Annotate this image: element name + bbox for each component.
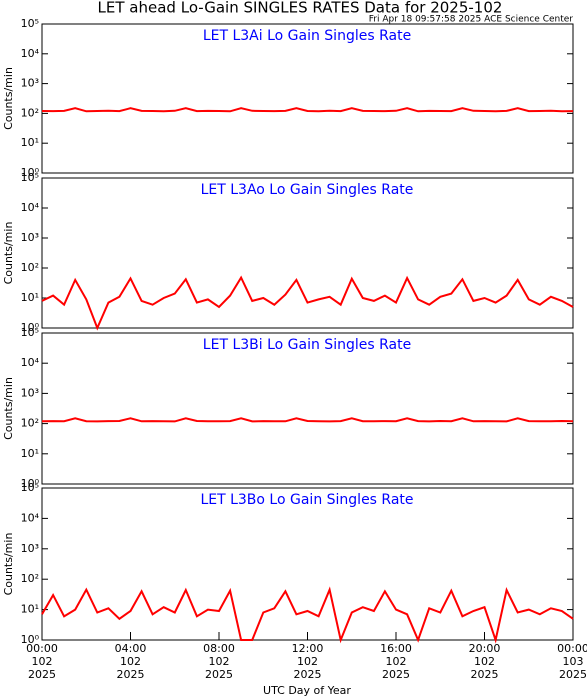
x-tick-label: 12:00	[292, 642, 324, 655]
x-tick-label: 102	[120, 655, 141, 668]
y-tick-label: 10⁵	[21, 171, 39, 184]
y-tick-label: 10³	[21, 77, 39, 90]
x-tick-label: 2025	[559, 668, 587, 681]
x-tick-label: 04:00	[115, 642, 147, 655]
plot-frame	[41, 177, 574, 329]
y-tick-label: 10⁴	[21, 201, 40, 214]
y-tick-label: 10²	[21, 261, 39, 274]
y-tick-label: 10⁰	[21, 633, 40, 646]
x-tick-label: 102	[32, 655, 53, 668]
data-line	[41, 107, 574, 113]
y-tick-label: 10³	[21, 386, 39, 399]
y-axis-label: Counts/min	[2, 222, 15, 285]
y-tick-label: 10⁰	[21, 166, 40, 179]
panel-title: LET L3Ai Lo Gain Singles Rate	[203, 28, 411, 44]
y-tick-label: 10²	[21, 572, 39, 585]
y-tick-label: 10¹	[21, 136, 39, 149]
y-tick-label: 10⁰	[21, 477, 40, 490]
x-tick-label: 102	[386, 655, 407, 668]
y-tick-label: 10⁰	[21, 321, 40, 334]
x-tick-label: 16:00	[380, 642, 412, 655]
subtitle: Fri Apr 18 09:57:58 2025 ACE Science Cen…	[369, 15, 574, 25]
y-tick-label: 10²	[21, 417, 39, 430]
x-tick-label: 102	[209, 655, 230, 668]
x-tick-label: 2025	[117, 668, 145, 681]
y-tick-label: 10¹	[21, 291, 39, 304]
data-line	[41, 586, 574, 644]
x-tick-label: 103	[563, 655, 584, 668]
y-tick-label: 10¹	[21, 603, 39, 616]
x-tick-label: 102	[474, 655, 495, 668]
y-tick-label: 10³	[21, 231, 39, 244]
y-axis-label: Counts/min	[2, 67, 15, 130]
panel-title: LET L3Bo Lo Gain Singles Rate	[200, 492, 413, 508]
y-axis-label: Counts/min	[2, 377, 15, 440]
panel-title: LET L3Bi Lo Gain Singles Rate	[203, 337, 411, 353]
y-tick-label: 10⁴	[21, 47, 40, 60]
y-tick-label: 10²	[21, 106, 39, 119]
y-tick-label: 10¹	[21, 447, 39, 460]
y-axis-label: Counts/min	[2, 533, 15, 596]
y-tick-label: 10⁵	[21, 17, 39, 30]
y-tick-label: 10⁴	[21, 356, 40, 369]
x-tick-label: 2025	[205, 668, 233, 681]
y-tick-label: 10⁴	[21, 511, 40, 524]
x-tick-label: 2025	[294, 668, 322, 681]
x-tick-label: 102	[297, 655, 318, 668]
panel-title: LET L3Ao Lo Gain Singles Rate	[201, 182, 414, 198]
plot-frame	[41, 23, 574, 174]
x-axis-label: UTC Day of Year	[263, 684, 351, 697]
x-tick-label: 2025	[382, 668, 410, 681]
data-line	[41, 275, 574, 331]
data-line	[41, 417, 574, 423]
x-tick-label: 00:00	[557, 642, 587, 655]
y-tick-label: 10³	[21, 542, 39, 555]
y-tick-label: 10⁵	[21, 326, 39, 339]
x-tick-label: 00:00	[26, 642, 58, 655]
x-tick-label: 20:00	[469, 642, 501, 655]
x-tick-label: 08:00	[203, 642, 235, 655]
y-tick-label: 10⁵	[21, 481, 39, 494]
page-title: LET ahead Lo-Gain SINGLES RATES Data for…	[98, 0, 503, 17]
x-tick-label: 2025	[471, 668, 499, 681]
plot-frame	[41, 332, 574, 485]
x-tick-label: 2025	[28, 668, 56, 681]
